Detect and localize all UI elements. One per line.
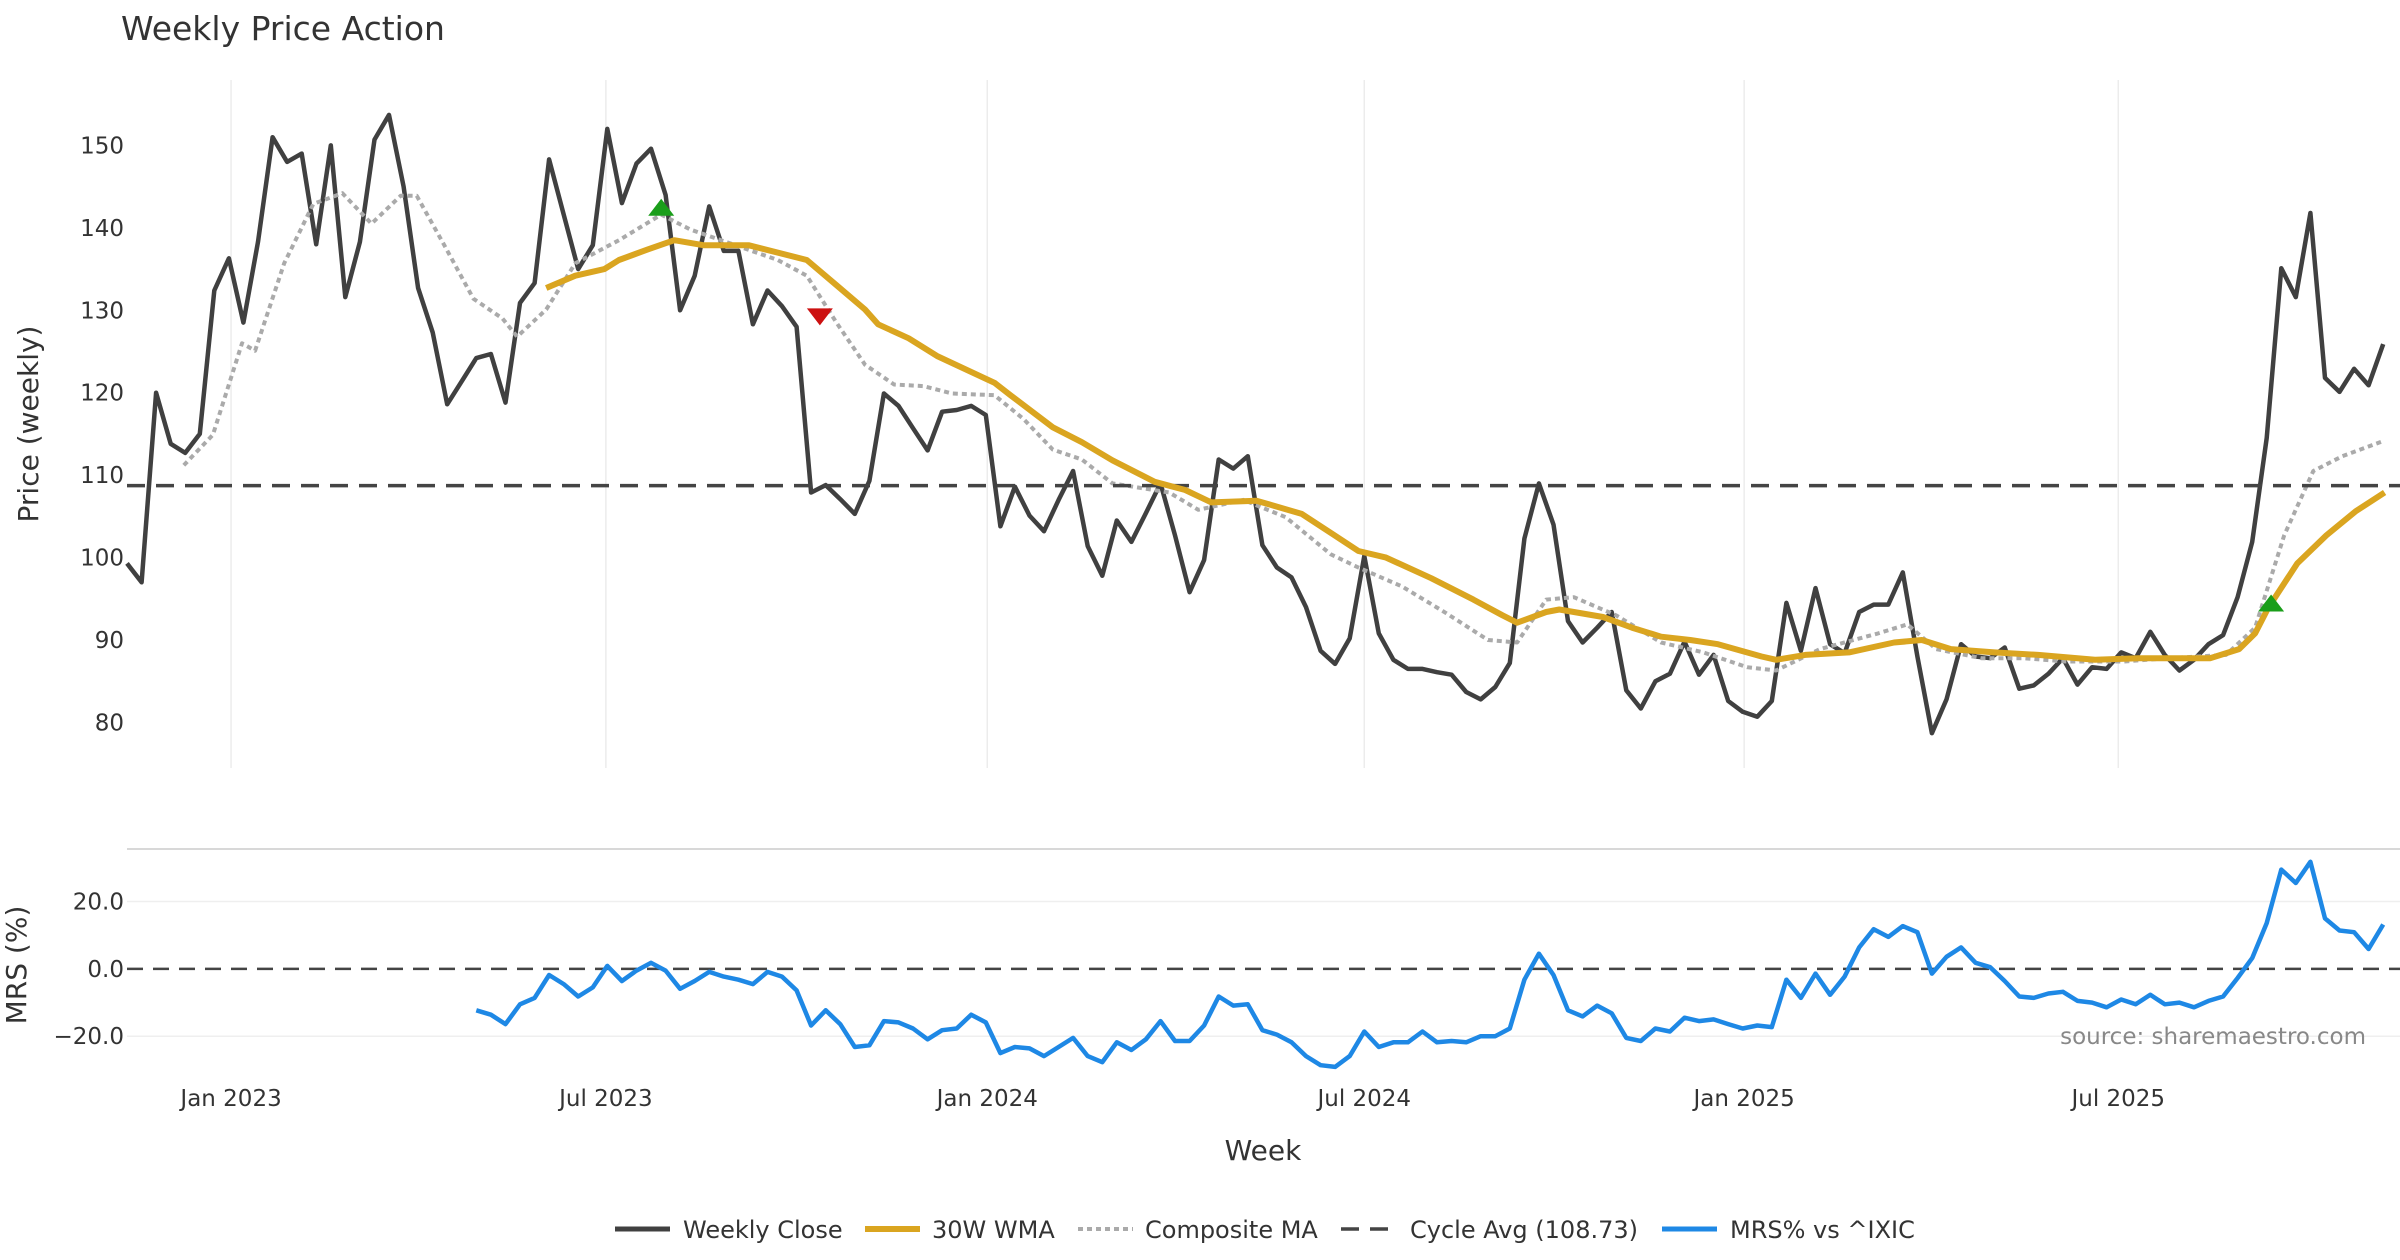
- price-y-tick-label: 140: [80, 216, 124, 242]
- legend-label: Cycle Avg (108.73): [1410, 1216, 1638, 1244]
- mrs-y-ticks: 20.0 0.0 −20.0: [54, 890, 124, 1051]
- x-tick-label: Jan 2025: [1692, 1086, 1795, 1112]
- weekly-close-line: [125, 112, 2386, 736]
- sell-signal-marker: [806, 308, 833, 326]
- chart-title: Weekly Price Action: [121, 9, 445, 48]
- price-grid: [230, 80, 2120, 768]
- price-y-tick-label: 100: [80, 546, 124, 572]
- mrs-y-tick-label: 20.0: [73, 890, 124, 916]
- price-y-axis-label: Price (weekly): [12, 326, 45, 523]
- source-annotation: source: sharemaestro.com: [2060, 1024, 2366, 1050]
- mrs-y-tick-label: −20.0: [54, 1024, 124, 1050]
- legend-label: 30W WMA: [932, 1216, 1055, 1244]
- price-series: [125, 112, 2400, 736]
- mrs-y-axis-label: MRS (%): [0, 906, 33, 1025]
- buy-signal-marker: [648, 198, 675, 216]
- legend-label: Composite MA: [1145, 1216, 1318, 1244]
- x-tick-label: Jul 2023: [557, 1086, 653, 1112]
- buy-signal-marker: [2258, 594, 2285, 612]
- price-y-tick-label: 150: [80, 133, 124, 159]
- composite-ma-line: [182, 191, 2386, 673]
- legend-label: Weekly Close: [683, 1216, 843, 1244]
- price-y-tick-label: 110: [80, 463, 124, 489]
- legend-item-mrs[interactable]: MRS% vs ^IXIC: [1662, 1216, 1915, 1244]
- x-tick-label: Jul 2025: [2069, 1086, 2165, 1112]
- signal-markers: [648, 198, 2285, 612]
- mrs-grid: [127, 900, 2400, 1037]
- price-y-tick-label: 90: [95, 628, 124, 654]
- x-tick-label: Jan 2023: [178, 1086, 281, 1112]
- legend-item-weekly-close[interactable]: Weekly Close: [615, 1216, 843, 1244]
- legend-item-30w-wma[interactable]: 30W WMA: [865, 1216, 1055, 1244]
- price-y-tick-label: 80: [95, 710, 124, 736]
- mrs-y-tick-label: 0.0: [87, 957, 124, 983]
- legend: Weekly Close 30W WMA Composite MA Cycle …: [615, 1216, 1915, 1244]
- price-y-ticks: 80 90 100 110 120 130 140 150: [80, 133, 124, 736]
- price-y-tick-label: 120: [80, 381, 124, 407]
- legend-item-composite-ma[interactable]: Composite MA: [1078, 1216, 1318, 1244]
- mrs-series: [475, 859, 2386, 1070]
- x-tick-label: Jan 2024: [935, 1086, 1038, 1112]
- legend-item-cycle-avg[interactable]: Cycle Avg (108.73): [1341, 1216, 1638, 1244]
- legend-label: MRS% vs ^IXIC: [1730, 1216, 1915, 1244]
- x-axis-label: Week: [1225, 1134, 1302, 1167]
- price-y-tick-label: 130: [80, 298, 124, 324]
- 30w-wma-line: [545, 237, 2387, 663]
- x-ticks: Jan 2023 Jul 2023 Jan 2024 Jul 2024 Jan 2025…: [178, 1086, 2165, 1112]
- mrs-line: [475, 859, 2386, 1070]
- x-tick-label: Jul 2024: [1315, 1086, 1411, 1112]
